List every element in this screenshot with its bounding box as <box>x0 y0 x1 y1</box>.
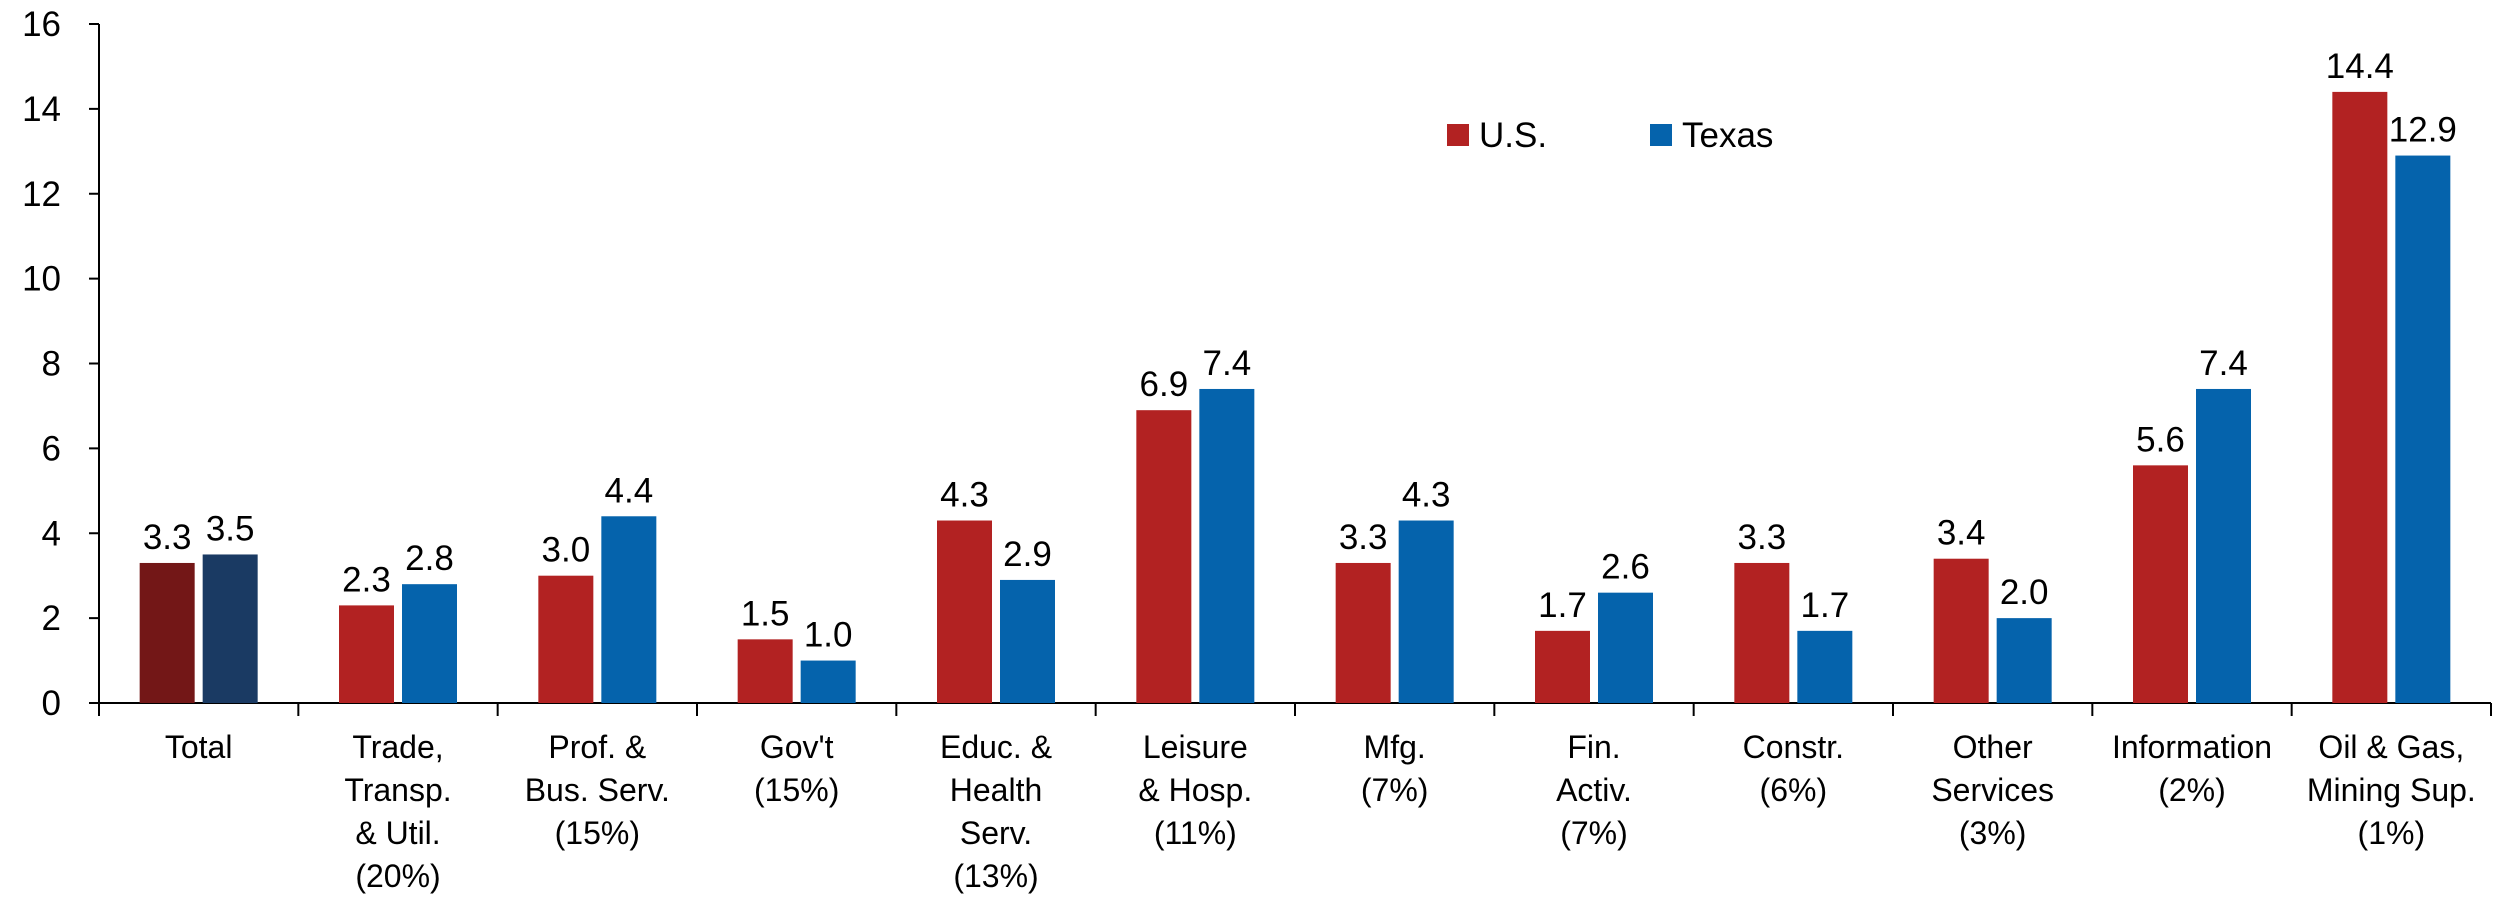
y-tick-label: 4 <box>42 514 61 553</box>
bar <box>1000 579 1055 703</box>
value-label: 3.3 <box>143 518 192 557</box>
bar <box>800 660 856 703</box>
x-tick-label: Leisure & Hosp. (11%) <box>1138 729 1252 851</box>
y-tick-label: 2 <box>42 599 61 638</box>
value-label: 12.9 <box>2389 111 2457 150</box>
bar <box>1933 558 1989 703</box>
bar <box>1199 388 1255 703</box>
bar <box>139 562 195 703</box>
value-label: 3.3 <box>1738 518 1787 557</box>
legend-swatch <box>1447 124 1469 146</box>
value-label: 2.6 <box>1601 548 1650 587</box>
x-tick-label: Gov't (15%) <box>754 729 839 808</box>
value-label: 14.4 <box>2326 47 2394 86</box>
value-label: 4.3 <box>940 476 989 515</box>
y-tick-label: 8 <box>42 345 61 384</box>
value-label: 3.3 <box>1339 518 1388 557</box>
bar <box>402 584 457 703</box>
bar <box>1136 410 1192 703</box>
x-tick-label: Constr. (6%) <box>1743 729 1844 808</box>
y-tick-label: 6 <box>42 429 61 468</box>
x-tick-label: Other Services (3%) <box>1931 729 2054 851</box>
bar <box>538 575 594 703</box>
x-tick-label: Prof. & Bus. Serv. (15%) <box>525 729 670 851</box>
value-label: 7.4 <box>1203 344 1252 383</box>
bar <box>937 520 992 703</box>
value-label: 6.9 <box>1140 365 1189 404</box>
value-label: 4.4 <box>605 471 654 510</box>
bar <box>1996 618 2052 703</box>
bar <box>1335 562 1391 703</box>
value-label: 1.0 <box>804 616 853 655</box>
bar <box>1734 562 1790 703</box>
x-tick-label: Mfg. (7%) <box>1361 729 1429 808</box>
value-label: 2.3 <box>342 560 391 599</box>
value-label: 1.5 <box>741 594 790 633</box>
y-tick-label: 12 <box>22 175 61 214</box>
x-tick-label: Educ. & Health Serv. (13%) <box>940 729 1052 894</box>
value-label: 2.9 <box>1003 535 1052 574</box>
value-label: 7.4 <box>2199 344 2248 383</box>
value-label: 2.0 <box>2000 573 2049 612</box>
value-label: 4.3 <box>1402 476 1451 515</box>
bar <box>1598 592 1653 703</box>
x-tick-label: Total <box>165 729 233 765</box>
value-label: 1.7 <box>1538 586 1587 625</box>
bar <box>339 605 394 703</box>
bar <box>2395 155 2451 703</box>
value-label: 2.8 <box>405 539 454 578</box>
y-tick-label: 10 <box>22 260 61 299</box>
bar <box>1535 630 1590 703</box>
value-label: 3.4 <box>1937 514 1986 553</box>
y-tick-label: 16 <box>22 5 61 44</box>
x-tick-label: Information (2%) <box>2112 729 2272 808</box>
bar <box>2332 91 2388 703</box>
y-tick-label: 0 <box>42 684 61 723</box>
bar <box>601 516 657 703</box>
bar <box>2133 465 2188 703</box>
bar <box>1797 630 1853 703</box>
bar <box>2196 388 2251 703</box>
legend-label: Texas <box>1682 116 1773 155</box>
value-label: 1.7 <box>1801 586 1850 625</box>
y-tick-label: 14 <box>22 90 61 129</box>
bar <box>1398 520 1454 703</box>
value-label: 3.0 <box>542 531 591 570</box>
legend-label: U.S. <box>1479 116 1547 155</box>
x-tick-label: Fin. Activ. (7%) <box>1556 729 1632 851</box>
value-label: 5.6 <box>2136 420 2185 459</box>
bar <box>202 554 258 703</box>
x-tick-label: Oil & Gas, Mining Sup. (1%) <box>2307 729 2476 851</box>
value-label: 3.5 <box>206 509 255 548</box>
legend-swatch <box>1650 124 1672 146</box>
x-tick-label: Trade, Transp. & Util. (20%) <box>344 729 451 894</box>
bar <box>737 639 793 703</box>
